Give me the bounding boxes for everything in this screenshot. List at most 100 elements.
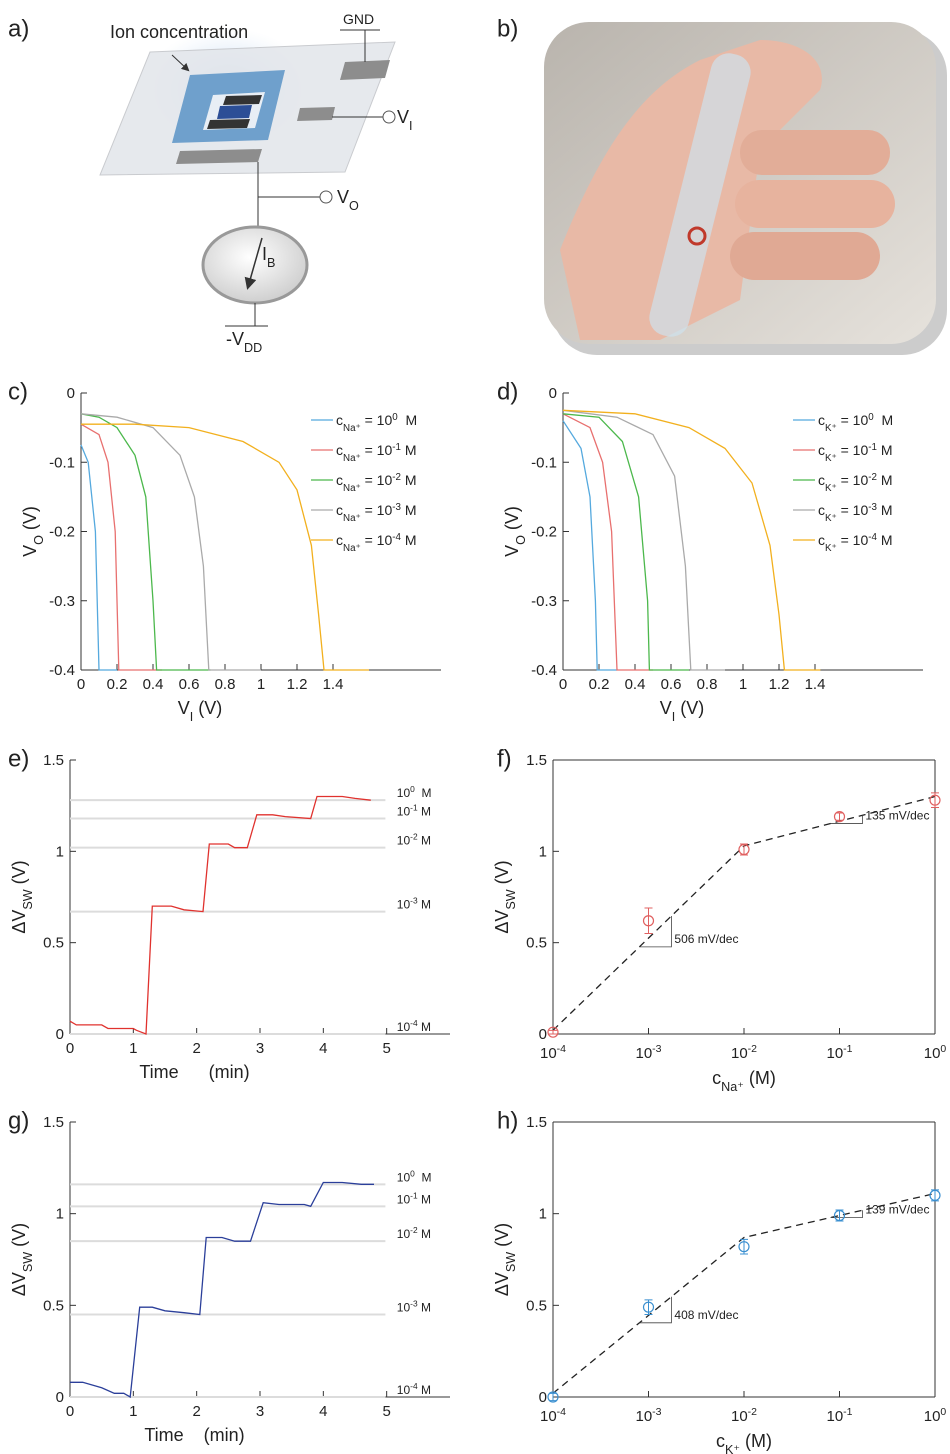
text-part: ΔV	[9, 910, 29, 934]
y-tick-label: 0	[56, 1026, 64, 1043]
y-axis-label: VO (V)	[502, 506, 528, 557]
x-tick-label: 1.2	[287, 676, 308, 693]
text-part: M	[877, 502, 893, 518]
error-bar	[644, 907, 653, 935]
text-part: (M)	[744, 1068, 776, 1088]
subscript: Na⁺	[343, 453, 361, 464]
superscript: -2	[868, 472, 877, 483]
x-tick-label: 0.2	[107, 676, 128, 693]
text-part: (V)	[193, 698, 222, 718]
fit-line	[552, 1192, 936, 1394]
superscript: -2	[392, 472, 401, 483]
slope-triangle	[639, 915, 672, 948]
x-tick-label: 1	[257, 676, 265, 693]
y-tick-label: 1.5	[526, 752, 547, 769]
slope-triangle	[830, 1210, 863, 1218]
subscript: K⁺	[825, 423, 837, 434]
pad	[176, 149, 262, 164]
legend-entry: cK⁺ = 10-4 M	[818, 532, 893, 554]
series-line	[562, 409, 725, 671]
text-part: c	[336, 502, 343, 518]
reference-label: 10-1 M	[397, 1190, 431, 1206]
text-part: = 10	[361, 412, 393, 428]
text-part: 10	[826, 1408, 843, 1425]
text-part: = 10	[361, 472, 393, 488]
superscript: -2	[410, 832, 418, 842]
legend-entry: cNa⁺ = 10-3 M	[336, 502, 417, 524]
legend-entry: cNa⁺ = 10-4 M	[336, 532, 417, 554]
terminal	[319, 190, 333, 204]
subscript: K⁺	[825, 453, 837, 464]
sensor-strip	[649, 53, 751, 337]
y-axis-label: ΔVSW (V)	[9, 1223, 35, 1296]
text-part: = 10	[837, 502, 869, 518]
text-part: c	[818, 442, 825, 458]
x-tick-label: 3	[256, 1040, 264, 1057]
subscript: I	[409, 119, 413, 133]
series-line	[70, 1181, 374, 1399]
text-part: V	[337, 187, 349, 207]
text-part: (V)	[492, 860, 512, 889]
x-tick-label: 10-3	[635, 1043, 661, 1062]
text-part: c	[818, 532, 825, 548]
diagram-label: VI	[397, 107, 413, 133]
x-tick-label: 0	[559, 676, 567, 693]
y-axis-label: VO (V)	[20, 506, 46, 557]
text-part: M	[401, 532, 417, 548]
text-part: 10	[397, 804, 411, 818]
text-part: M	[415, 786, 432, 800]
fit-line	[552, 795, 936, 1031]
x-tick-label: 10-2	[731, 1043, 757, 1062]
reference-label: 10-2 M	[397, 832, 431, 848]
superscript: -1	[392, 442, 401, 453]
superscript: -1	[868, 442, 877, 453]
data-point	[738, 843, 750, 856]
x-tick-label: 5	[382, 1040, 390, 1057]
finger	[730, 232, 880, 280]
panel-label: h)	[497, 1107, 518, 1134]
text-part: 10	[924, 1408, 941, 1425]
reference-label: 10-3 M	[397, 896, 431, 912]
error-bar	[835, 812, 844, 821]
text-part: 10	[731, 1408, 748, 1425]
text-part: (V)	[9, 1223, 29, 1252]
x-tick-label: 0	[66, 1040, 74, 1057]
text-part: ΔV	[492, 1272, 512, 1296]
panel-label: d)	[497, 378, 518, 405]
diagram-label: Ion concentration	[110, 22, 248, 42]
legend-entry: cK⁺ = 10-3 M	[818, 502, 893, 524]
text-part: c	[818, 412, 825, 428]
subscript: O	[32, 535, 46, 545]
superscript: 0	[940, 1406, 946, 1418]
text-part: V	[20, 545, 40, 557]
slope-annotation: 135 mV/dec	[865, 809, 929, 823]
superscript: 0	[868, 412, 874, 423]
panel-label: f)	[497, 745, 512, 772]
x-tick-label: 1	[129, 1040, 137, 1057]
panel-label: b)	[497, 15, 518, 42]
x-tick-label: 100	[924, 1406, 947, 1425]
terminal	[382, 110, 396, 124]
legend-entry: cK⁺ = 10-1 M	[818, 442, 893, 464]
y-tick-label: -0.1	[49, 454, 75, 471]
y-tick-label: -0.1	[531, 454, 557, 471]
diagram-label: IB	[262, 244, 275, 270]
text-part: 10	[397, 1301, 411, 1315]
text-part: V	[502, 545, 522, 557]
x-axis-label: Time (min)	[139, 1062, 249, 1082]
text-part: M	[398, 412, 417, 428]
diagram-label: -VDD	[226, 329, 262, 355]
superscript: -4	[392, 532, 401, 543]
text-part: (V)	[492, 1223, 512, 1252]
text-part: = 10	[837, 412, 869, 428]
pad	[340, 60, 390, 80]
device-diagram: a) Ion concentration GND VI VO IB -VDD	[8, 11, 413, 355]
y-tick-label: 0	[539, 1389, 547, 1406]
arrow	[244, 237, 263, 290]
superscript: -3	[410, 1299, 418, 1309]
text-part: 10	[397, 834, 411, 848]
text-part: 10	[826, 1045, 843, 1062]
subscript: SW	[21, 1252, 35, 1272]
x-axis-label: VI (V)	[178, 698, 223, 724]
x-tick-label: 10-1	[826, 1406, 852, 1425]
